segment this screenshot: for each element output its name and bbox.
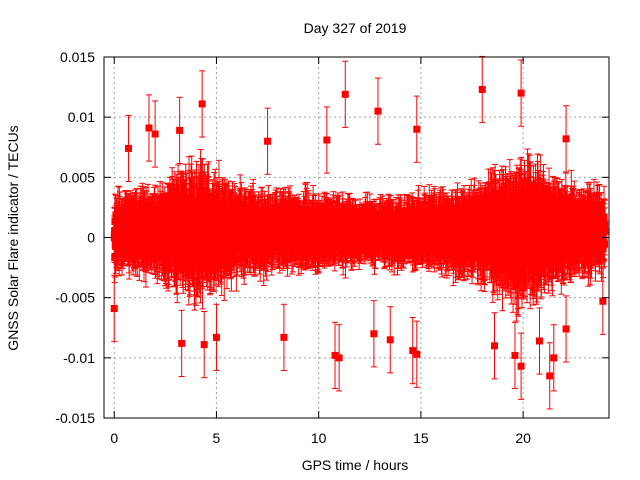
point-marker bbox=[142, 253, 150, 261]
chart-title: Day 327 of 2019 bbox=[304, 20, 407, 36]
data-points bbox=[110, 55, 609, 410]
